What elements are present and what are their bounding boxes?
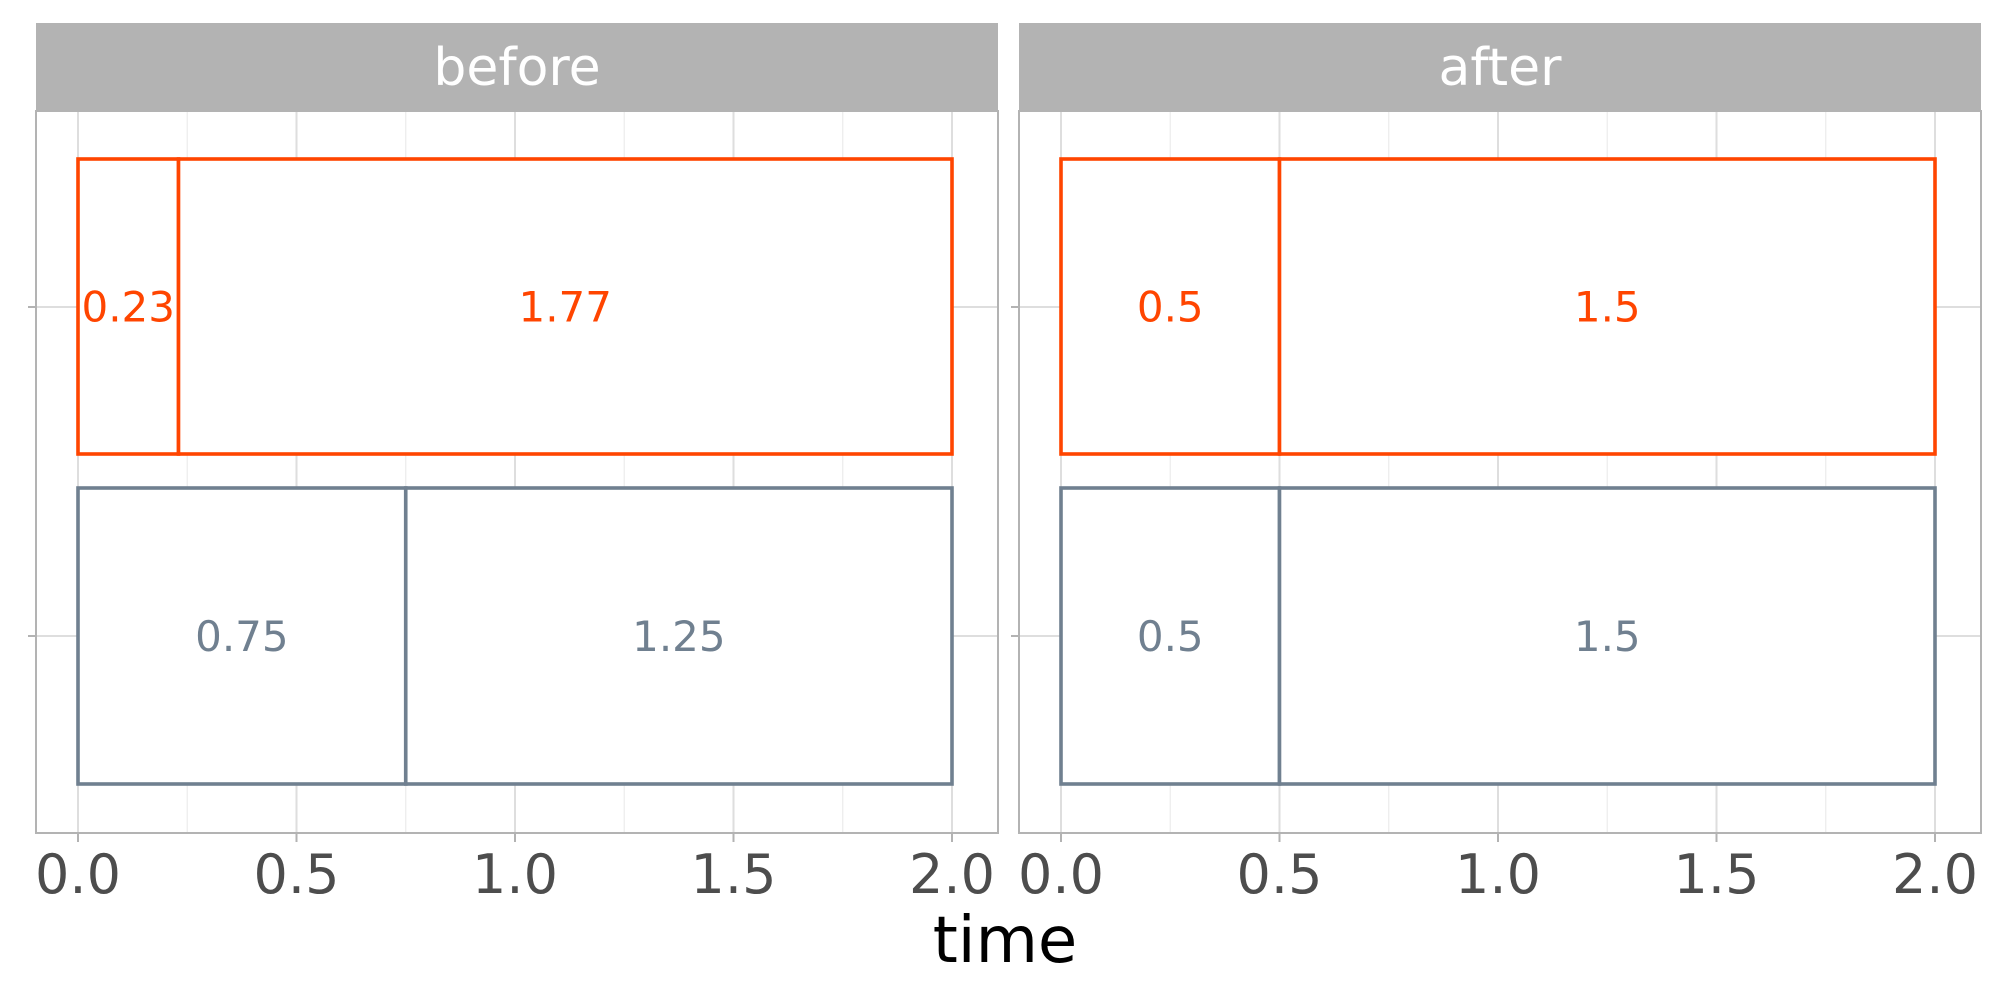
panel-border xyxy=(1018,110,1982,834)
data-label: 0.23 xyxy=(81,283,175,332)
facet-strip xyxy=(1019,23,1981,111)
facet-title: before xyxy=(433,38,600,98)
data-label: 1.5 xyxy=(1574,612,1641,661)
bar-segment xyxy=(176,157,954,456)
bar-segment xyxy=(403,486,954,786)
x-tick-label: 1.0 xyxy=(1455,843,1541,906)
data-label: 1.77 xyxy=(518,283,612,332)
x-tick-label: 2.0 xyxy=(1892,843,1978,906)
panel-after: after 0.5 1.5 0.5 1.5 0.0 0.5 1.0 1.5 2.0 xyxy=(1011,23,1982,906)
panel-border xyxy=(35,110,999,834)
facet-title: after xyxy=(1438,38,1562,98)
x-tick-label: 0.5 xyxy=(1237,843,1323,906)
data-label: 0.75 xyxy=(195,612,289,661)
bar-segment xyxy=(1059,486,1282,786)
x-axis-title: time xyxy=(933,904,1078,978)
x-tick-label: 2.0 xyxy=(909,843,995,906)
data-label: 0.5 xyxy=(1137,283,1204,332)
x-tick-label: 1.0 xyxy=(472,843,558,906)
x-tick-label: 0.0 xyxy=(1018,843,1104,906)
data-label: 1.25 xyxy=(632,612,726,661)
facet-strip xyxy=(36,23,998,111)
data-label: 1.5 xyxy=(1574,283,1641,332)
bar-segment xyxy=(1277,486,1937,786)
x-tick-label: 0.5 xyxy=(254,843,340,906)
bar-segment xyxy=(1059,157,1282,456)
x-tick-label: 1.5 xyxy=(691,843,777,906)
data-label: 0.5 xyxy=(1137,612,1204,661)
bar-segment xyxy=(1277,157,1937,456)
panel-before: before 0.23 1.77 0.75 1.25 0.0 0.5 1.0 1.5 2.0 xyxy=(28,23,999,906)
bar-segment xyxy=(76,486,408,786)
x-tick-label: 0.0 xyxy=(35,843,121,906)
x-tick-label: 1.5 xyxy=(1674,843,1760,906)
